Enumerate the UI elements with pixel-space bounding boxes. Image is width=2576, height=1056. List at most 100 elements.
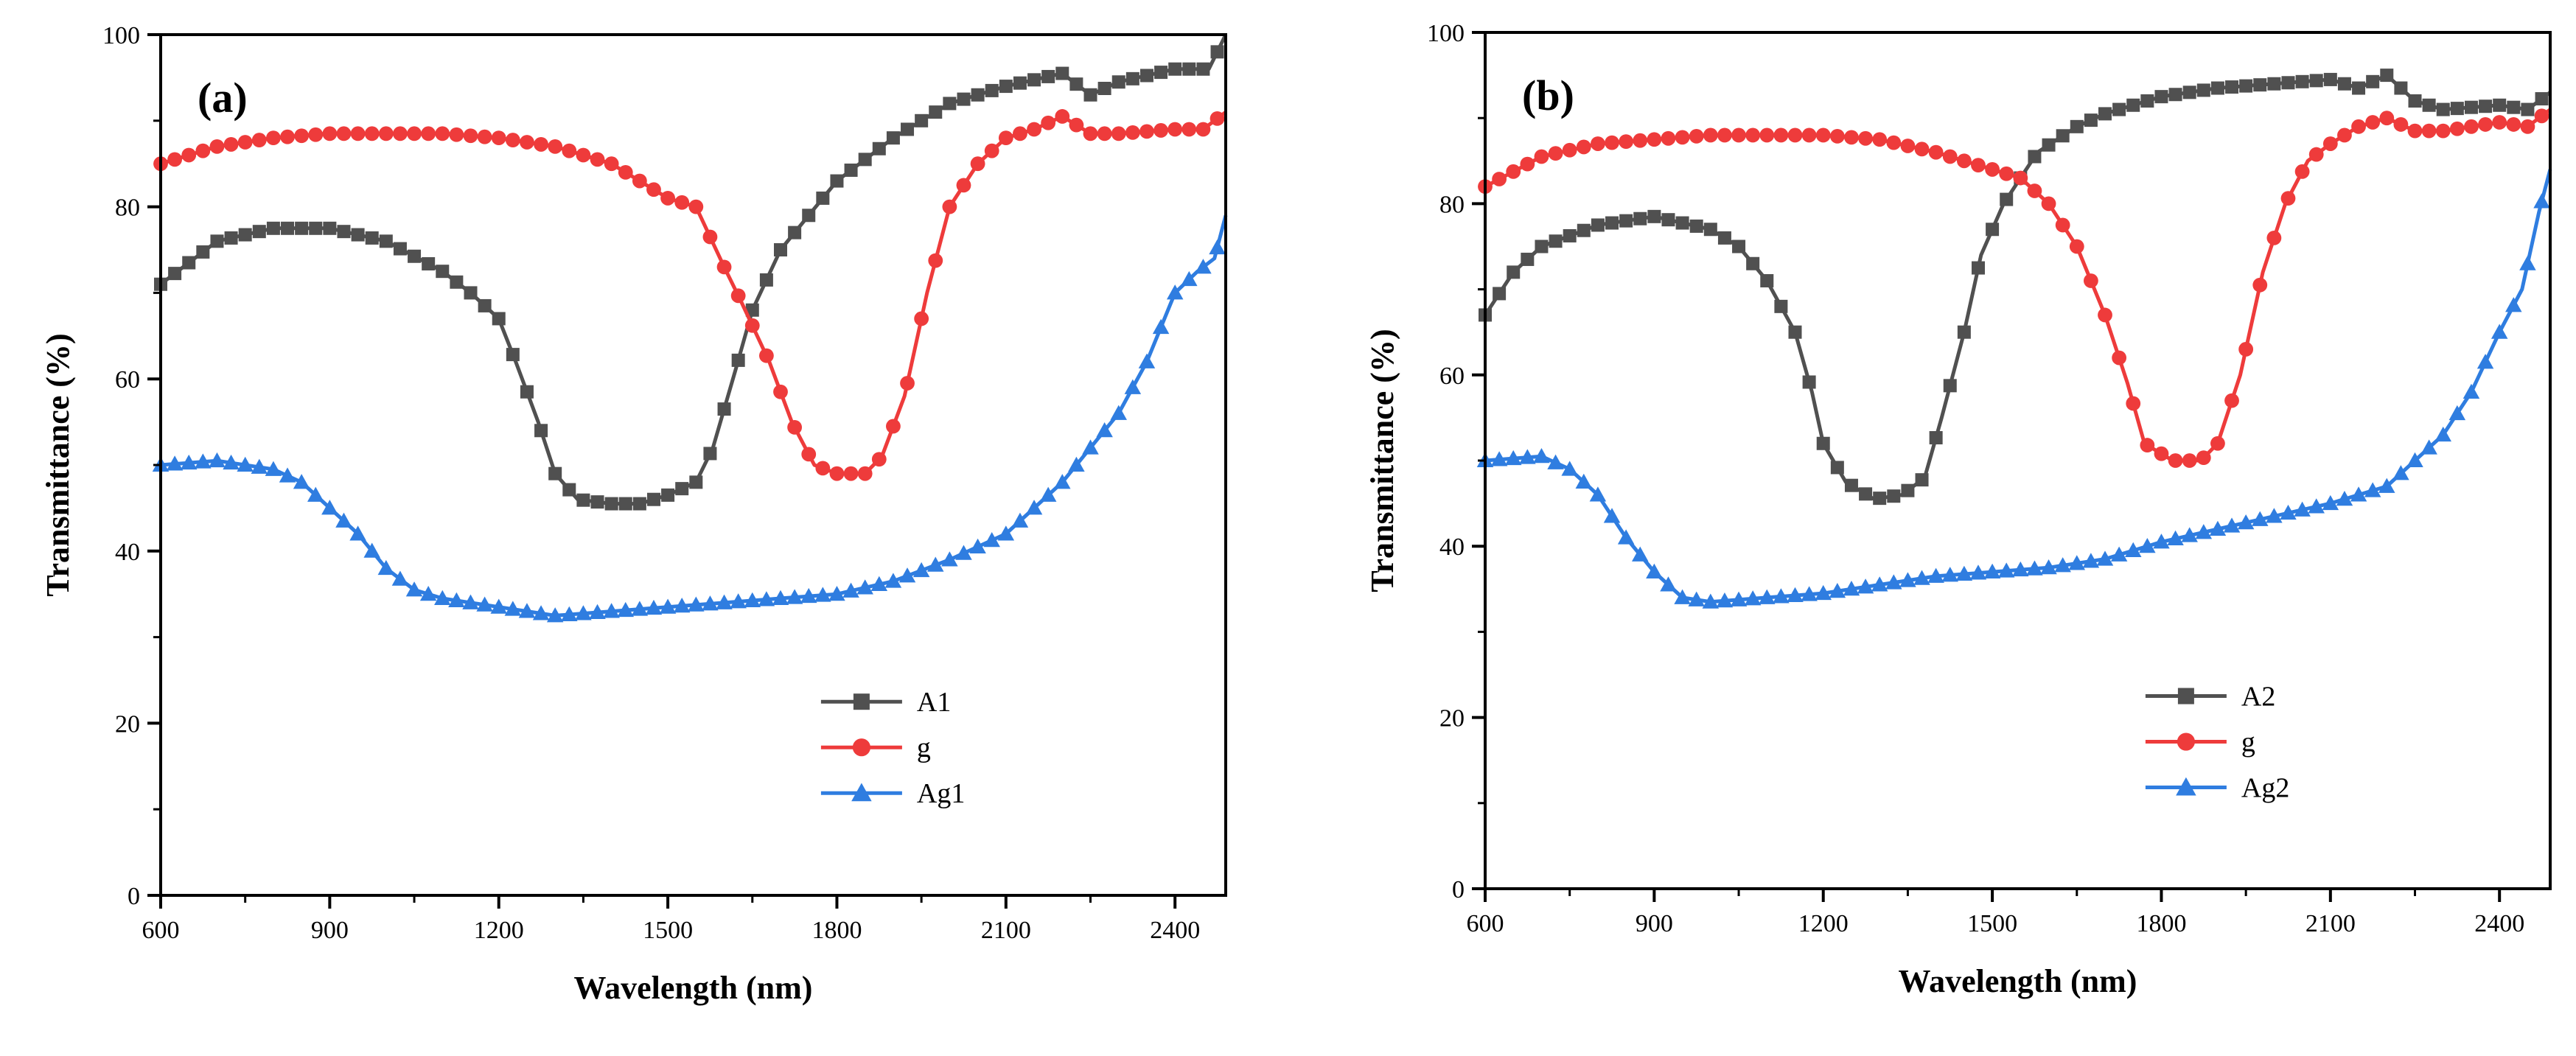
series-marker-ag1-a [716,594,733,609]
series-marker-g-a [364,126,380,141]
series-marker-a2-b [1563,228,1577,242]
series-marker-a1-a [576,493,590,507]
series-marker-g-a [209,139,225,154]
series-marker-a2-b [2295,74,2309,88]
series-marker-ag2-b [2378,478,2395,493]
series-marker-ag2-b [2322,494,2339,511]
series-marker-g-a [730,288,746,304]
series-marker-ag1-a [673,598,691,613]
series-marker-a2-b [2210,81,2224,95]
series-marker-ag2-b [1660,576,1677,592]
series-marker-a1-a [492,312,506,326]
series-marker-g-b [1914,141,1930,157]
plot-frame-a [159,33,1227,897]
series-marker-a1-a [1111,75,1125,89]
series-marker-a2-b [2352,81,2366,95]
series-marker-g-a [336,126,352,141]
series-marker-g-b [2337,127,2352,143]
series-marker-ag1-a [448,592,465,607]
series-marker-a2-b [2267,77,2281,91]
series-marker-ag2-b [2110,546,2128,562]
series-marker-a1-a [1097,82,1111,95]
legend-marker-g [2177,732,2195,751]
series-marker-a2-b [2323,72,2337,86]
series-marker-g-a [1153,123,1168,138]
series-marker-g-a [716,259,732,275]
series-marker-ag1-a [1096,422,1113,438]
series-marker-g-b [1928,144,1944,160]
series-marker-g-a [660,191,675,206]
series-marker-g-a [1097,126,1112,141]
series-marker-g-a [350,126,366,141]
series-marker-g-b [2168,453,2183,468]
series-marker-a2-b [2225,80,2239,94]
series-marker-ag1-a [828,585,845,601]
series-marker-ag2-b [1927,567,1944,583]
series-marker-ag2-b [1730,591,1748,606]
series-marker-g-b [2238,342,2254,357]
series-marker-g-b [2351,119,2366,134]
plot-frame-b [1484,31,2552,890]
series-marker-a1-a [266,221,280,235]
series-marker-ag2-b [1955,565,1973,581]
series-marker-a2-b [1844,478,1858,492]
series-marker-ag1-a [490,598,507,614]
series-marker-ag2-b [2167,530,2184,546]
series-marker-a1-a [408,249,422,263]
series-marker-g-a [378,126,394,141]
series-marker-a1-a [1083,88,1097,102]
series-marker-g-a [998,130,1013,146]
series-marker-a2-b [2436,102,2450,116]
series-marker-ag1-a [1110,405,1127,420]
y-axis-title-a: Transmittance (%) [40,333,76,596]
series-marker-a1-a [689,475,703,489]
series-marker-g-b [1703,127,1718,143]
series-marker-g-b [1619,134,1634,150]
y-tick-label: 100 [1427,20,1465,47]
series-marker-ag2-b [2209,520,2227,536]
series-marker-a1-a [295,221,309,235]
series-marker-ag2-b [1575,473,1593,489]
series-marker-ag2-b [1533,447,1550,464]
series-marker-a2-b [1732,239,1746,253]
series-marker-a2-b [2196,83,2210,97]
series-marker-ag1-a [1138,353,1156,368]
y-tick-label: 60 [115,366,140,394]
series-marker-ag1-a [1025,500,1043,515]
series-marker-g-b [2534,108,2549,124]
series-marker-g-a [266,130,281,146]
series-marker-ag2-b [2223,517,2241,533]
series-marker-g-b [2294,164,2310,179]
series-marker-a1-a [464,286,478,300]
series-marker-g-b [1647,132,1662,147]
series-marker-a2-b [2000,192,2014,206]
series-marker-a2-b [2408,94,2422,108]
series-marker-ag1-a [617,601,635,618]
series-marker-g-b [2407,123,2423,139]
series-marker-a1-a [759,273,773,287]
series-marker-a2-b [2521,102,2535,116]
series-marker-a1-a [1168,62,1182,76]
series-marker-a2-b [1619,214,1633,228]
series-marker-ag2-b [2252,511,2269,526]
series-marker-g-b [2140,438,2155,452]
series-marker-ag2-b [1519,449,1536,464]
series-marker-a1-a [393,242,407,256]
series-marker-ag2-b [1702,593,1720,609]
series-marker-g-a [843,466,859,481]
series-marker-g-a [815,461,831,476]
y-tick-label: 0 [128,883,140,910]
series-marker-g-a [562,143,577,158]
series-marker-ag2-b [1829,582,1846,598]
series-marker-g-b [2210,436,2225,451]
series-marker-g-a [787,420,803,435]
series-marker-a1-a [1139,69,1153,83]
series-marker-ag1-a [870,576,888,592]
series-marker-ag1-a [1124,379,1142,394]
series-marker-ag2-b [1688,591,1705,606]
series-marker-ag1-a [927,556,944,572]
series-marker-g-b [1971,158,1986,173]
legend-b: A2 g Ag2 [2145,682,2289,804]
series-marker-g-a [632,173,647,189]
series-marker-g-b [1985,162,2000,177]
